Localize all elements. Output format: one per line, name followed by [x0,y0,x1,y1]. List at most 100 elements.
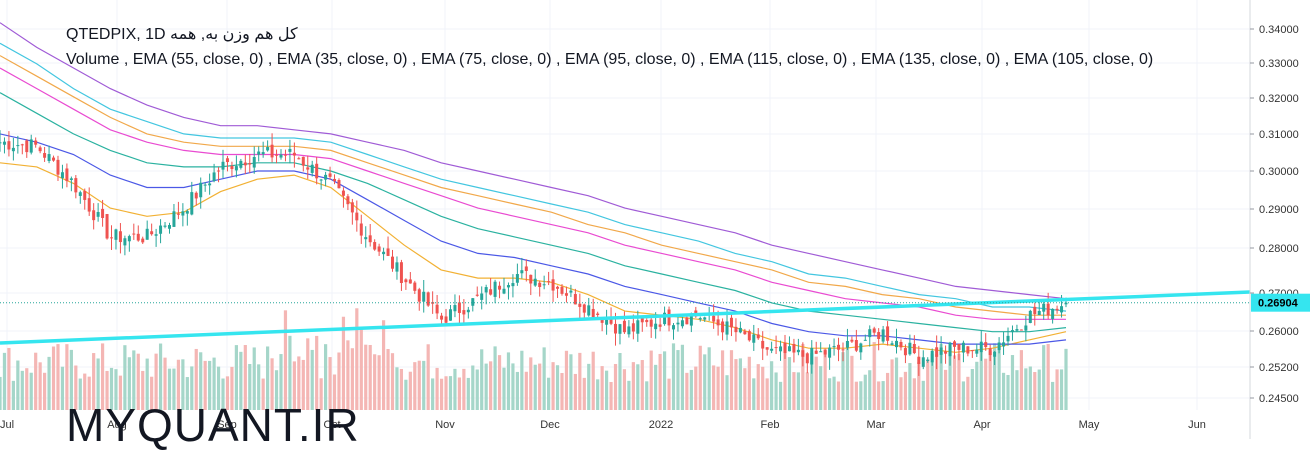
volume-bar [805,372,809,410]
candle-body [257,151,261,155]
candle-body [498,285,502,290]
candle-body [208,183,212,186]
volume-bar [337,352,341,410]
volume-bar [435,367,439,410]
time-tick-label: Nov [435,419,455,431]
candle-body [52,157,56,161]
volume-bar [92,353,96,410]
candle-body [783,342,787,354]
volume-bar [975,361,979,410]
volume-bar [654,364,658,410]
candle-body [939,347,943,355]
volume-bar [2,352,7,410]
volume-bar [234,345,238,410]
candle-body [631,323,635,332]
candle-body [306,167,310,170]
candle-body [832,346,836,348]
candle-body [854,340,858,351]
trendline[interactable] [0,290,1251,345]
volume-bar [850,355,854,410]
candle-body [480,293,484,300]
volume-bar [622,369,627,410]
candle-body [685,317,689,325]
volume-bar [203,360,207,410]
candle-body [640,318,644,323]
candle-body [926,359,930,361]
last-price-label: 0.26904 [1258,298,1299,310]
price-tick-label: 0.24500 [1259,393,1299,405]
volume-bar [970,368,974,410]
candle-body [979,341,983,353]
price-chart[interactable]: 0.34000 0.33000 0.32000 0.31000 0.30000 0.290… [0,0,1310,439]
volume-bar [279,354,283,410]
volume-bar [493,346,497,410]
volume-bar [172,368,176,410]
candle-body [127,236,131,242]
volume-bar [404,379,408,410]
volume-bar [395,367,399,410]
candle-body [556,286,560,289]
volume-bar [569,354,573,410]
volume-bar [319,378,323,410]
price-tick-label: 0.33000 [1259,58,1299,70]
candle-body [770,348,774,351]
candle-body [310,164,314,173]
candle-body [716,319,720,326]
volume-bar [587,363,591,410]
volume-bar [480,349,484,410]
candle-body [288,148,292,152]
volume-bar [422,360,426,410]
volume-bar [0,376,2,410]
volume-bar [448,376,453,410]
candle-body [533,278,537,286]
volume-bar [542,347,546,410]
volume-bar [814,356,818,410]
candle-body [921,357,925,367]
candle-body [408,279,412,284]
candle-body [435,304,439,314]
price-axis[interactable]: 0.34000 0.33000 0.32000 0.31000 0.30000 0.290… [1249,0,1310,439]
time-tick-label: Feb [761,419,780,431]
candle-body [725,321,729,335]
candle-body [69,178,73,180]
volume-bar [100,343,105,410]
volume-bar [328,357,332,410]
volume-bar [890,359,894,410]
volume-bar [765,378,769,410]
candle-body [391,256,395,269]
candle-body [930,350,934,363]
candle-body [20,144,24,146]
volume-bar [243,345,247,410]
candle-body [663,312,667,325]
candle-body [787,346,791,352]
volume-bar [604,370,609,410]
candle-body [163,225,167,227]
candle-body [779,346,783,352]
candle-body [172,211,176,227]
candle-body [16,145,20,147]
volume-bar [69,349,73,410]
candle-body [502,288,506,294]
volume-bar [216,366,221,410]
volume-bar [34,352,38,410]
candle-body [547,281,551,283]
volume-bar [828,378,832,410]
volume-bar [836,381,841,410]
time-tick-label: Dec [540,419,560,431]
volume-bar [1010,355,1015,410]
volume-bar [208,360,212,410]
time-axis[interactable]: Jul Aug Sep Oct Nov Dec 2022 Feb Mar Apr May Jun [0,419,1206,431]
volume-bar [83,373,87,410]
volume-bar [810,353,814,410]
volume-bar [984,358,988,410]
candle-body [596,313,600,315]
candle-body [422,291,426,302]
volume-bar [20,370,24,410]
volume-bar [105,370,109,410]
volume-bar [462,368,466,410]
volume-bar [930,353,934,410]
candle-body [328,173,332,177]
candle-body [872,328,876,333]
volume-bar [649,350,653,410]
candle-body [359,223,363,236]
